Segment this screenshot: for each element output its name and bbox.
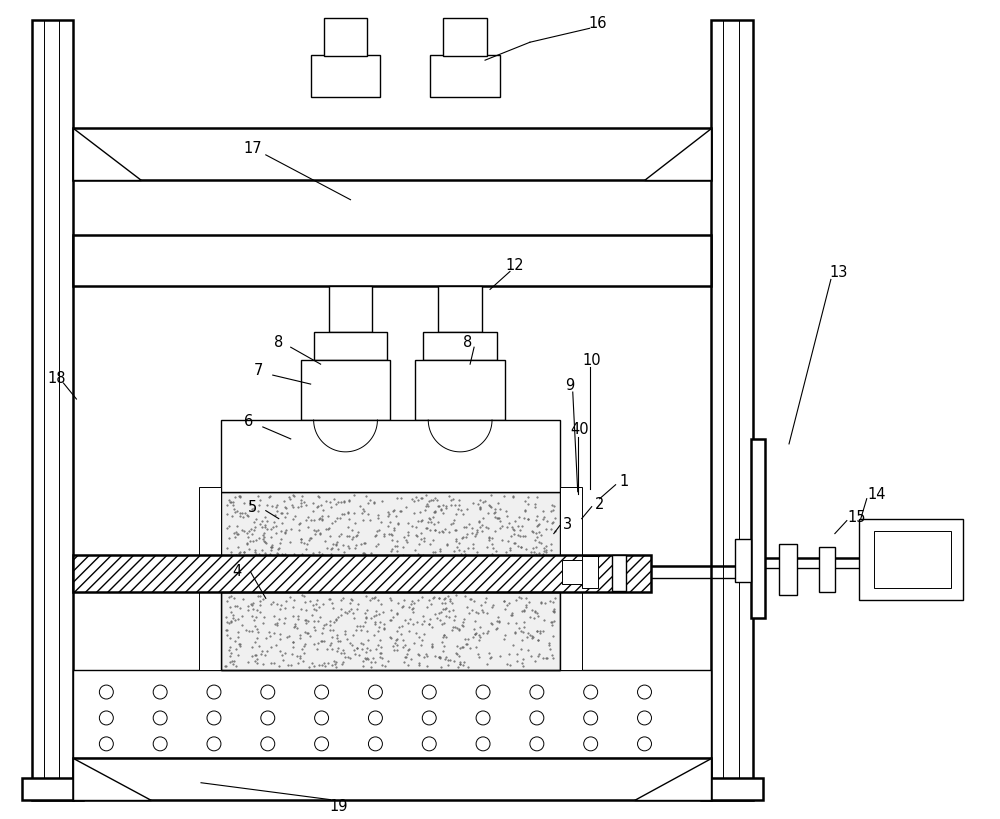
- Text: 9: 9: [565, 377, 574, 392]
- Bar: [329, 287, 372, 333]
- Bar: [221, 593, 560, 670]
- Bar: [582, 557, 598, 589]
- Bar: [438, 287, 482, 333]
- Text: 10: 10: [582, 352, 601, 367]
- Bar: [221, 593, 560, 670]
- Bar: [314, 333, 387, 360]
- Text: 18: 18: [47, 370, 66, 385]
- Bar: [73, 758, 711, 799]
- Text: 8: 8: [463, 334, 473, 350]
- Text: 7: 7: [254, 362, 264, 378]
- Text: 16: 16: [588, 16, 607, 31]
- Bar: [443, 20, 487, 57]
- Polygon shape: [73, 129, 141, 180]
- Bar: [701, 778, 763, 799]
- Polygon shape: [73, 758, 151, 799]
- Bar: [311, 57, 380, 98]
- Text: 4: 4: [232, 563, 242, 578]
- Text: 13: 13: [830, 265, 848, 279]
- Bar: [779, 544, 797, 595]
- Bar: [859, 519, 963, 600]
- Bar: [73, 670, 711, 758]
- Bar: [32, 21, 73, 799]
- Polygon shape: [644, 129, 711, 180]
- Text: 15: 15: [848, 509, 866, 524]
- Bar: [199, 487, 221, 568]
- Bar: [819, 547, 835, 593]
- Text: 6: 6: [244, 414, 253, 429]
- Text: 5: 5: [248, 500, 257, 514]
- Bar: [560, 487, 582, 568]
- Text: 40: 40: [570, 422, 589, 437]
- Bar: [711, 21, 753, 799]
- Text: 17: 17: [244, 141, 262, 156]
- Bar: [73, 235, 711, 287]
- Bar: [22, 778, 83, 799]
- Polygon shape: [634, 758, 711, 799]
- Bar: [423, 333, 497, 360]
- Text: 8: 8: [274, 334, 283, 350]
- Bar: [612, 554, 626, 591]
- Bar: [73, 129, 711, 180]
- Bar: [560, 589, 582, 670]
- Bar: [221, 420, 560, 492]
- Text: 1: 1: [619, 473, 628, 489]
- Bar: [430, 57, 500, 98]
- Bar: [221, 492, 560, 563]
- Bar: [199, 589, 221, 670]
- Bar: [751, 439, 765, 618]
- Text: 2: 2: [595, 496, 604, 512]
- Bar: [73, 554, 651, 593]
- Text: 12: 12: [506, 258, 524, 273]
- Bar: [562, 561, 582, 585]
- Bar: [324, 20, 367, 57]
- Text: 19: 19: [329, 799, 348, 813]
- Text: 14: 14: [867, 486, 886, 501]
- Bar: [735, 539, 751, 582]
- Bar: [874, 531, 951, 589]
- Bar: [415, 360, 505, 420]
- Bar: [301, 360, 390, 420]
- Text: 3: 3: [563, 517, 572, 532]
